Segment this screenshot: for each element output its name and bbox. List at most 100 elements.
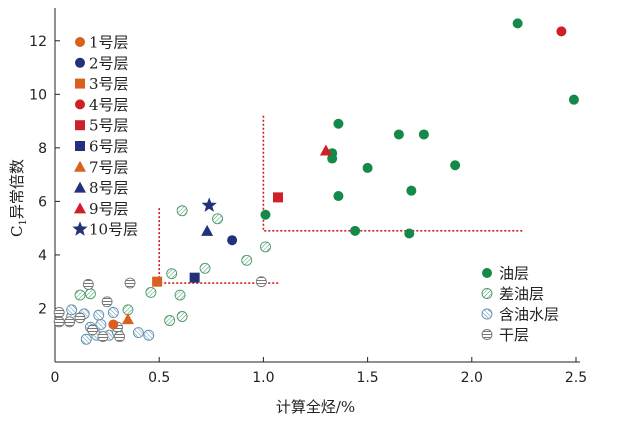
data-point-layer — [152, 276, 163, 287]
data-point-water — [66, 304, 78, 316]
legend-layer-label: 6号层 — [89, 138, 129, 156]
legend-type-label: 油层 — [499, 265, 529, 283]
x-tick-label: 2.0 — [461, 370, 483, 386]
legend-layer-label: 1号层 — [89, 34, 129, 52]
data-point-poor — [212, 213, 224, 225]
data-point-layer — [121, 313, 134, 325]
data-point-dry — [255, 276, 267, 288]
data-point-oil — [260, 209, 271, 220]
data-point-poor — [166, 268, 178, 280]
data-point-oil — [327, 153, 338, 164]
legend-marker-triangle — [74, 181, 86, 193]
legend-type-label: 含油水层 — [499, 306, 559, 324]
data-point-poor — [241, 254, 253, 266]
data-point-poor — [84, 288, 96, 300]
y-axis-label-rest: 异常倍数 — [8, 159, 26, 219]
data-point-water — [143, 329, 155, 341]
data-point-layer — [556, 26, 567, 37]
data-point-water — [80, 333, 92, 345]
data-point-dry — [53, 307, 65, 318]
x-tick-label: 1.0 — [252, 370, 274, 386]
legend-marker-circle — [75, 99, 85, 110]
legend-marker-square — [75, 78, 85, 89]
data-point-oil — [450, 160, 461, 171]
y-tick-label: 8 — [38, 141, 47, 157]
legend-marker-triangle — [74, 160, 86, 172]
data-point-water — [93, 309, 105, 321]
data-point-layer — [201, 197, 217, 212]
data-point-oil — [418, 129, 429, 140]
plot-frame — [54, 8, 580, 363]
data-point-layer — [201, 224, 214, 236]
legend-layer-label: 3号层 — [89, 75, 129, 93]
threshold-lines — [158, 115, 524, 284]
legend-layer-label: 2号层 — [89, 54, 129, 72]
data-point-oil — [404, 228, 415, 239]
y-axis-label-sub: 1 — [18, 219, 29, 225]
legend-layer-label: 4号层 — [89, 96, 129, 114]
y-axis-label: C1异常倍数 — [8, 159, 29, 237]
data-point-oil — [393, 129, 404, 140]
x-tick-label: 0 — [51, 370, 60, 386]
legend-marker-oil — [482, 268, 492, 278]
legend-layers: 1号层 2号层 3号层 4号层 5号层 6号层 7号层 8号层 9号层 10号层 — [72, 34, 138, 239]
legend-marker-dry — [481, 329, 493, 340]
threshold-lower-line — [158, 208, 281, 284]
data-point-water — [107, 307, 119, 318]
data-point-poor — [164, 315, 176, 326]
data-point-poor — [260, 241, 271, 253]
legend-layer-label: 9号层 — [89, 200, 129, 218]
legend-marker-triangle — [74, 202, 86, 214]
data-point-oil — [568, 94, 579, 105]
data-point-poor — [176, 205, 188, 217]
legend-marker-star — [72, 221, 88, 236]
data-point-layer — [272, 192, 283, 203]
x-tick-label: 1.5 — [356, 370, 378, 386]
data-point-dry — [74, 312, 86, 324]
y-axis-label-main: C — [8, 225, 26, 236]
data-point-water — [95, 319, 107, 330]
data-point-dry — [64, 316, 76, 328]
data-point-dry — [114, 331, 126, 343]
data-point-layer — [108, 319, 119, 330]
y-tick-label: 12 — [29, 34, 47, 50]
legend-marker-water — [481, 308, 493, 320]
data-point-dry — [82, 278, 94, 290]
legend-marker-square — [75, 141, 85, 151]
data-point-poor — [199, 262, 211, 274]
legend-marker-circle — [75, 37, 85, 47]
data-point-layer — [227, 235, 238, 246]
legend-type-label: 干层 — [499, 326, 529, 344]
data-points — [53, 18, 579, 345]
legend-layer-label: 7号层 — [89, 158, 129, 176]
y-tick-label: 2 — [38, 301, 47, 317]
y-tick-label: 6 — [38, 194, 47, 210]
data-point-oil — [333, 118, 344, 129]
data-point-poor — [174, 289, 186, 301]
legend-type-label: 差油层 — [499, 285, 544, 303]
x-tick-label: 2.5 — [565, 370, 587, 386]
data-point-poor — [176, 311, 188, 322]
data-point-dry — [124, 277, 136, 289]
data-point-poor — [74, 289, 86, 301]
data-point-dry — [87, 324, 98, 336]
y-axis-ticks: 2 4 6 8 10 12 — [29, 34, 60, 317]
legend-layer-label: 10号层 — [89, 221, 138, 239]
legend-layer-label: 8号层 — [89, 179, 129, 197]
y-tick-label: 4 — [38, 248, 47, 264]
legend-marker-poor — [481, 288, 493, 299]
legend-layer-label: 5号层 — [89, 117, 129, 135]
data-point-oil — [512, 18, 523, 29]
data-point-water — [132, 327, 144, 339]
data-point-dry — [101, 296, 113, 308]
data-point-dry — [97, 331, 109, 343]
data-point-oil — [350, 225, 361, 236]
data-point-oil — [333, 191, 344, 202]
data-point-poor — [145, 286, 157, 298]
data-point-layer — [319, 144, 332, 156]
svg-text:C1异常倍数: C1异常倍数 — [8, 159, 29, 237]
x-axis-label: 计算全烃/% — [276, 398, 355, 416]
x-axis-ticks: 0 0.5 1.0 1.5 2.0 2.5 — [51, 357, 587, 386]
